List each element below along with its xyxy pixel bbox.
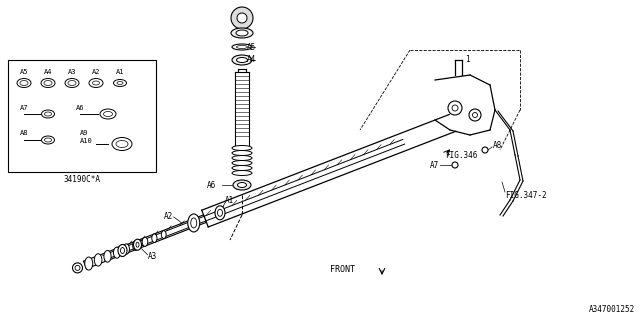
Text: A4: A4 bbox=[247, 55, 256, 65]
Text: A10: A10 bbox=[80, 138, 93, 144]
Ellipse shape bbox=[100, 109, 116, 119]
Circle shape bbox=[237, 13, 247, 23]
Ellipse shape bbox=[104, 111, 113, 116]
Ellipse shape bbox=[89, 78, 103, 87]
Ellipse shape bbox=[120, 247, 125, 253]
Ellipse shape bbox=[215, 206, 225, 220]
Ellipse shape bbox=[236, 30, 248, 36]
Ellipse shape bbox=[233, 180, 251, 190]
Ellipse shape bbox=[104, 251, 111, 262]
Ellipse shape bbox=[142, 237, 148, 246]
Ellipse shape bbox=[218, 209, 223, 216]
Ellipse shape bbox=[42, 136, 54, 144]
Ellipse shape bbox=[231, 28, 253, 38]
Ellipse shape bbox=[237, 58, 248, 62]
Ellipse shape bbox=[117, 82, 123, 84]
Text: 34190C*A: 34190C*A bbox=[63, 175, 100, 185]
Ellipse shape bbox=[20, 81, 28, 85]
Ellipse shape bbox=[65, 78, 79, 87]
Ellipse shape bbox=[42, 110, 54, 118]
Ellipse shape bbox=[93, 81, 99, 85]
Text: A3: A3 bbox=[147, 252, 157, 261]
Ellipse shape bbox=[232, 156, 252, 161]
Text: FIG.346: FIG.346 bbox=[445, 150, 477, 159]
Text: A2: A2 bbox=[164, 212, 173, 221]
Ellipse shape bbox=[41, 78, 55, 87]
Text: A7: A7 bbox=[20, 105, 28, 111]
Ellipse shape bbox=[152, 234, 157, 243]
Ellipse shape bbox=[94, 254, 102, 266]
Ellipse shape bbox=[45, 112, 51, 116]
Ellipse shape bbox=[232, 44, 252, 50]
Ellipse shape bbox=[17, 78, 31, 87]
Ellipse shape bbox=[123, 244, 129, 254]
Text: A1: A1 bbox=[116, 69, 124, 75]
Ellipse shape bbox=[136, 242, 139, 247]
Ellipse shape bbox=[84, 257, 93, 270]
Text: A1: A1 bbox=[225, 196, 234, 205]
Text: A347001252: A347001252 bbox=[589, 306, 635, 315]
Ellipse shape bbox=[232, 150, 252, 156]
Text: A6: A6 bbox=[76, 105, 84, 111]
Text: A8: A8 bbox=[20, 130, 28, 136]
Ellipse shape bbox=[232, 171, 252, 175]
Circle shape bbox=[452, 162, 458, 168]
Ellipse shape bbox=[232, 165, 252, 171]
Circle shape bbox=[472, 113, 477, 117]
Ellipse shape bbox=[134, 239, 141, 250]
Text: 1: 1 bbox=[465, 55, 470, 65]
Ellipse shape bbox=[113, 247, 120, 258]
Text: A3: A3 bbox=[68, 69, 76, 75]
Ellipse shape bbox=[112, 138, 132, 150]
Circle shape bbox=[231, 7, 253, 29]
Text: A4: A4 bbox=[44, 69, 52, 75]
Circle shape bbox=[469, 109, 481, 121]
Ellipse shape bbox=[232, 146, 252, 150]
Bar bbox=[8, 60, 156, 172]
Ellipse shape bbox=[118, 244, 127, 257]
Ellipse shape bbox=[232, 55, 252, 65]
Ellipse shape bbox=[113, 79, 127, 86]
Ellipse shape bbox=[237, 45, 248, 49]
Text: A5: A5 bbox=[20, 69, 28, 75]
Ellipse shape bbox=[116, 140, 128, 148]
Ellipse shape bbox=[44, 81, 52, 85]
Text: A7: A7 bbox=[430, 161, 439, 170]
Text: A9: A9 bbox=[80, 130, 88, 136]
Ellipse shape bbox=[68, 81, 76, 85]
Ellipse shape bbox=[188, 214, 200, 232]
Circle shape bbox=[448, 101, 462, 115]
Text: FRONT: FRONT bbox=[330, 266, 355, 275]
Text: A8: A8 bbox=[493, 140, 502, 149]
Circle shape bbox=[452, 105, 458, 111]
Text: A5: A5 bbox=[247, 43, 256, 52]
Ellipse shape bbox=[161, 231, 166, 238]
Circle shape bbox=[75, 265, 80, 270]
Text: A6: A6 bbox=[207, 180, 216, 189]
Ellipse shape bbox=[232, 161, 252, 165]
Text: FIG.347-2: FIG.347-2 bbox=[505, 190, 547, 199]
Ellipse shape bbox=[237, 182, 246, 188]
Ellipse shape bbox=[132, 241, 139, 250]
Circle shape bbox=[482, 147, 488, 153]
Ellipse shape bbox=[45, 138, 51, 142]
Text: A2: A2 bbox=[92, 69, 100, 75]
Circle shape bbox=[72, 263, 83, 273]
Ellipse shape bbox=[191, 218, 196, 228]
